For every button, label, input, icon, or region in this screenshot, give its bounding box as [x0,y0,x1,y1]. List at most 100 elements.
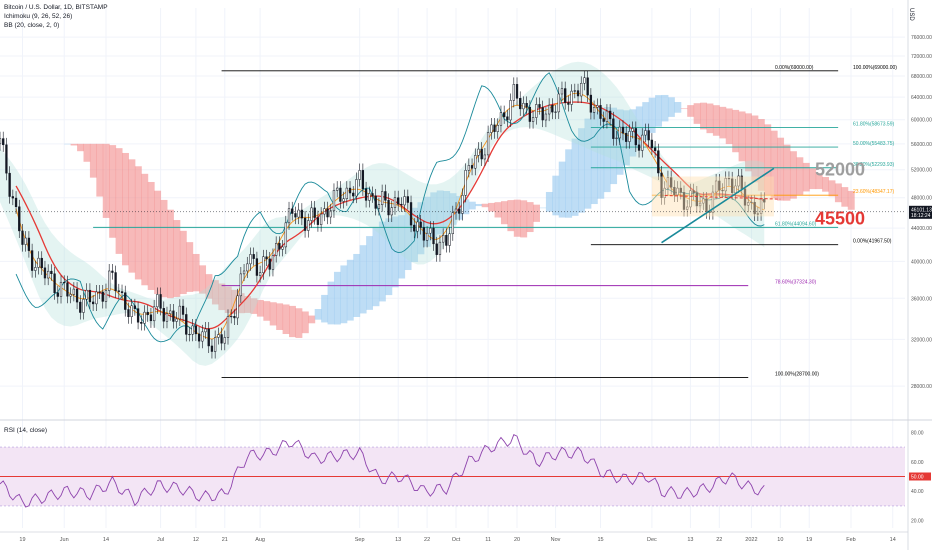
current-price-badge [909,205,932,219]
candle-down [753,201,756,215]
kumo-bull [667,97,675,117]
annotation-45500: 45500 [815,208,865,228]
kumo-bull [404,212,412,271]
candle-down [653,147,657,151]
kumo-bear [96,143,104,197]
candle-up [336,187,339,191]
candle-up [242,270,246,275]
candle-down [374,195,377,209]
candle-up [204,328,207,333]
candle-down [291,208,294,214]
kumo-bull [610,107,618,185]
rsi-tick-label: 50.00 [911,475,924,481]
kumo-bull [468,201,476,210]
kumo-bear [526,202,534,233]
candle-up [438,241,442,255]
kumo-bear [109,145,117,238]
candle-up [631,128,634,132]
candle-up [143,311,146,324]
candle-up [262,256,265,273]
candle-down [538,104,541,108]
candle-up [403,196,406,206]
bb-label[interactable]: BB (20, close, 2, 0) [4,22,60,29]
candle-up [496,125,499,132]
kumo-bull [398,215,406,279]
candle-up [416,221,419,232]
kumo-bear [847,190,855,210]
candle-up [152,306,156,322]
kumo-bear [481,203,489,208]
candle-up [702,198,705,204]
candle-down [679,187,682,193]
candle-down [692,190,695,194]
kumo-bull [462,199,470,215]
candle-down [159,294,162,309]
kumo-bull [539,207,547,209]
candle-down [470,165,474,169]
candle-up [454,208,458,213]
bollinger-bands [0,61,765,366]
kumo-bear [513,199,521,237]
candle-up [165,313,169,322]
time-tick-label: 12 [193,537,199,543]
rsi-line [0,434,765,508]
candle-down [409,202,413,226]
candle-up [686,206,689,210]
candle-down [133,305,137,309]
candle-down [53,273,56,293]
candle-down [515,84,519,99]
fib-label: 61.80%(58673.59) [853,122,894,128]
orange-line [15,92,765,340]
candle-up [223,337,226,344]
candle-down [210,345,214,352]
candle-up [747,202,750,206]
kumo-bull [333,271,341,325]
candle-down [194,325,198,335]
price-tick-label: 32000.00 [911,337,932,343]
candle-down [162,308,165,322]
candle-down [384,191,387,201]
candle-down [79,301,82,313]
price-tick-label: 28000.00 [911,384,932,390]
candle-down [682,192,686,210]
candle-up [85,289,88,300]
candle-down [185,314,188,335]
candle-up [104,290,108,302]
candle-down [519,98,522,110]
candle-down [541,107,544,121]
candle-up [486,132,490,156]
candle-down [432,227,435,245]
kumo-bull [597,107,605,199]
time-tick-label: Aug [255,537,265,543]
candle-up [380,191,384,205]
candle-down [265,256,268,260]
kumo-bear [712,105,720,136]
candle-down [625,132,628,142]
candle-up [217,334,220,338]
candle-up [287,208,291,224]
candle-down [348,187,352,194]
rsi-label[interactable]: RSI (14, close) [4,427,47,434]
candle-up [332,190,336,212]
candle-down [149,314,153,322]
candle-up [477,148,480,156]
rsi-tick-label: 80.00 [911,430,924,436]
candle-down [120,291,124,293]
candle-up [169,310,172,314]
candle-down [493,124,496,132]
candle-down [18,206,21,232]
bb-envelope [0,61,765,366]
candle-down [66,282,69,297]
candle-down [413,224,416,232]
kumo-bear [289,305,296,338]
candle-down [114,272,117,292]
fib-label: 0.00%(69000.00) [775,65,814,71]
drawings: 52000 45500 [0,160,905,244]
candle-up [368,193,371,201]
kumo-bear [205,274,213,299]
kumo-bull [590,111,598,205]
price-tick-label: 68000.00 [911,74,932,80]
ichimoku-label[interactable]: Ichimoku (9, 26, 52, 26) [4,13,73,20]
candle-up [570,90,573,105]
candle-up [319,213,323,225]
